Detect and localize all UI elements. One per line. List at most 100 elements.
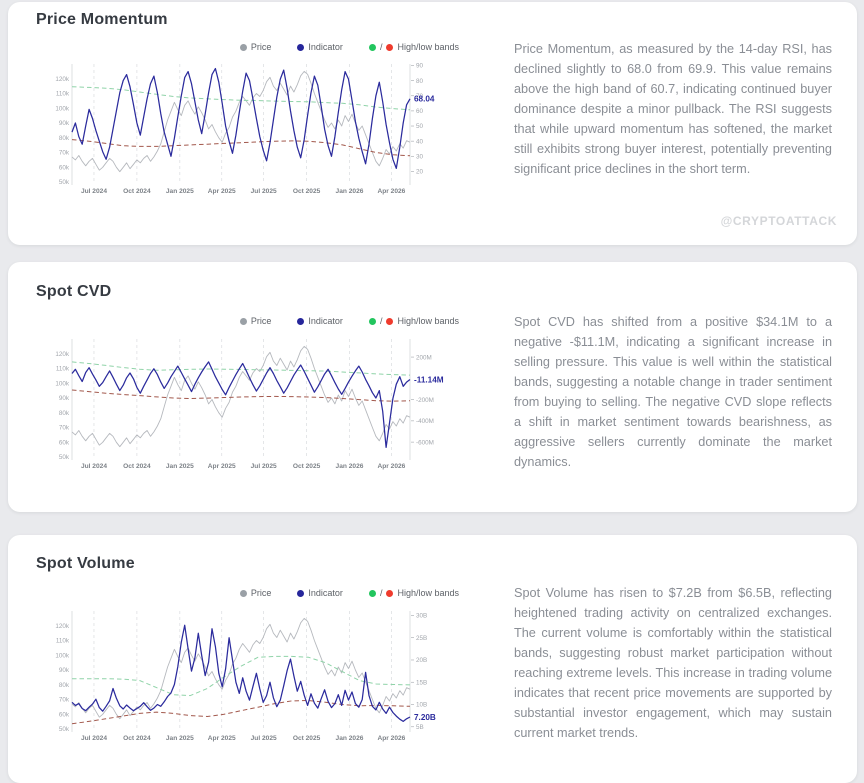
x-axis-tick-label: Jul 2024 [81,735,107,742]
left-axis-tick-label: 90k [59,120,70,127]
analysis-text: Price Momentum, as measured by the 14-da… [514,42,832,176]
right-axis-tick-label: 25B [416,635,427,642]
x-axis-tick-label: Jan 2026 [336,188,364,195]
legend-item-bands: / High/low bands [368,588,459,598]
price-momentum-chart[interactable]: Jul 2024 Oct 2024 Jan 2025 Apr 2025 Jul 2025… [38,58,454,198]
price-dot-icon [239,589,247,597]
left-axis-tick-label: 80k [59,135,70,142]
price-dot-icon [239,43,247,51]
analysis-text: Spot Volume has risen to $7.2B from $6.5… [514,586,832,740]
left-axis-tick-label: 100k [55,652,70,659]
left-axis-tick-label: 80k [59,682,70,689]
left-axis-tick-label: 60k [59,439,70,446]
legend-separator: / [379,316,383,326]
card-price-momentum: Price Momentum Price Indicator / High/lo… [8,2,857,245]
left-axis-tick-label: 110k [56,366,70,373]
left-axis-tick-label: 120k [55,76,70,83]
legend-item-bands: / High/low bands [368,42,459,52]
left-axis-tick-label: 120k [55,351,70,358]
left-axis-tick-label: 50k [59,454,70,461]
right-axis-tick-label: -400M [416,418,434,425]
left-axis-tick-label: 50k [59,726,70,733]
left-axis-tick-label: 110k [56,638,70,645]
right-axis-tick-label: 200M [416,354,432,361]
legend-indicator-label: Indicator [308,588,343,598]
left-axis-tick-label: 60k [59,164,70,171]
high_band-line [71,361,411,376]
card-spot-volume: Spot Volume Price Indicator / High/low b… [8,535,857,783]
spot-volume-chart[interactable]: Jul 2024 Oct 2024 Jan 2025 Apr 2025 Jul 2025… [38,605,454,745]
x-axis-tick-label: Apr 2025 [208,735,236,742]
chart-legend: Price Indicator / High/low bands [239,316,459,326]
legend-item-price: Price [239,588,271,598]
right-axis-tick-label: 30B [416,613,427,620]
x-axis-tick-label: Apr 2026 [377,188,405,195]
left-axis-tick-label: 110k [56,91,70,98]
x-axis-tick-label: Jul 2025 [251,188,277,195]
x-axis-tick-label: Oct 2024 [123,735,151,742]
right-axis-tick-label: 40 [416,138,424,145]
legend-item-bands: / High/low bands [368,316,459,326]
legend-indicator-label: Indicator [308,42,343,52]
spot-cvd-chart[interactable]: Jul 2024 Oct 2024 Jan 2025 Apr 2025 Jul 2025… [38,333,454,473]
chart-legend: Price Indicator / High/low bands [239,588,459,598]
low_band-line [71,389,411,402]
card-title: Price Momentum [36,11,168,28]
legend-separator: / [379,588,383,598]
legend-item-indicator: Indicator [297,588,343,598]
legend-item-price: Price [239,316,272,326]
price-line [71,345,411,448]
x-axis-tick-label: Apr 2026 [377,463,405,470]
x-axis-tick-label: Oct 2025 [293,463,321,470]
x-axis-tick-label: Oct 2025 [293,188,321,195]
watermark: @CRYPTOATTACK [720,214,837,228]
x-axis-tick-label: Oct 2025 [293,735,321,742]
x-axis-tick-label: Jul 2025 [251,735,277,742]
legend-price-label: Price [250,42,272,52]
indicator-line [71,67,411,170]
x-axis-tick-label: Apr 2025 [208,463,236,470]
legend-indicator-label: Indicator [308,316,343,326]
last-value-label: 68.04 [414,95,435,104]
indicator-line [71,624,411,723]
right-axis-tick-label: 20B [416,657,427,664]
last-value-label: -11.14M [414,375,444,384]
right-axis-tick-label: 60 [416,108,424,115]
left-axis-tick-label: 50k [59,179,70,186]
legend-item-indicator: Indicator [297,316,343,326]
legend-price-label: Price [250,316,272,326]
legend-bands-label: High/low bands [397,316,459,326]
x-axis-tick-label: Jul 2024 [81,463,107,470]
x-axis-tick-label: Apr 2025 [208,188,236,195]
high_band-line [72,655,411,697]
left-axis-tick-label: 60k [59,711,70,718]
last-value-label: 7.20B [414,713,436,722]
x-axis-tick-label: Jan 2025 [166,463,194,470]
indicator-line [71,361,411,449]
x-axis-tick-label: Apr 2026 [377,735,405,742]
x-axis-tick-label: Jul 2024 [81,188,107,195]
right-axis-tick-label: 20 [416,169,424,176]
low_band-line [71,700,411,725]
left-axis-tick-label: 90k [59,667,70,674]
left-axis-tick-label: 120k [55,623,70,630]
left-axis-tick-label: 100k [55,380,70,387]
high-band-dot-icon [368,317,376,325]
high-band-dot-icon [368,589,376,597]
indicator-dot-icon [297,317,305,325]
high-band-dot-icon [368,43,376,51]
price-line [71,617,411,720]
right-axis-tick-label: 80 [416,78,424,85]
left-axis-tick-label: 70k [59,425,70,432]
right-axis-tick-label: 10B [416,702,427,709]
legend-separator: / [379,42,383,52]
right-axis-tick-label: -200M [416,397,434,404]
x-axis-tick-label: Jan 2025 [166,735,194,742]
card-spot-cvd: Spot CVD Price Indicator / High/low band… [8,262,857,512]
x-axis-tick-label: Jan 2025 [166,188,194,195]
card-title: Spot CVD [36,283,112,300]
left-axis-tick-label: 70k [59,150,70,157]
left-axis-tick-label: 80k [59,410,70,417]
right-axis-tick-label: 70 [416,93,424,100]
